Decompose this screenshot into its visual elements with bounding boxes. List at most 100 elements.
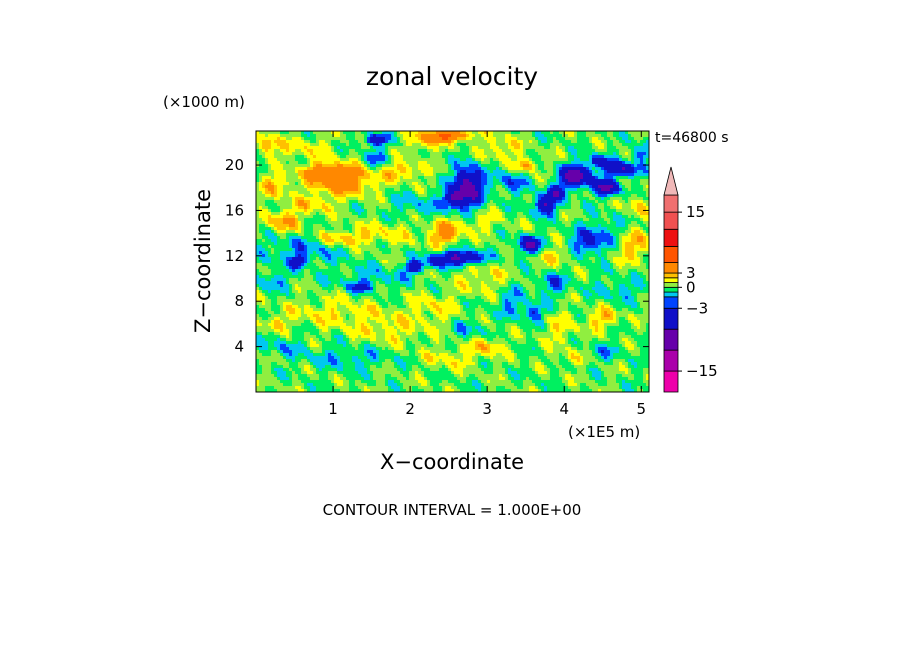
contour-cell <box>625 167 628 170</box>
contour-cell <box>454 221 457 224</box>
contour-cell <box>358 140 361 143</box>
contour-cell <box>268 194 271 197</box>
contour-cell <box>406 230 409 233</box>
contour-cell <box>634 233 637 236</box>
contour-cell <box>580 257 583 260</box>
contour-cell <box>277 143 280 146</box>
contour-cell <box>556 188 559 191</box>
contour-cell <box>472 197 475 200</box>
contour-cell <box>268 176 271 179</box>
contour-cell <box>469 167 472 170</box>
contour-cell <box>388 227 391 230</box>
contour-cell <box>499 152 502 155</box>
contour-cell <box>292 209 295 212</box>
contour-cell <box>316 248 319 251</box>
contour-cell <box>565 215 568 218</box>
contour-cell <box>541 263 544 266</box>
contour-cell <box>523 182 526 185</box>
contour-cell <box>376 176 379 179</box>
contour-cell <box>607 164 610 167</box>
contour-cell <box>367 194 370 197</box>
contour-cell <box>340 233 343 236</box>
contour-cell <box>463 200 466 203</box>
contour-cell <box>481 200 484 203</box>
contour-cell <box>499 146 502 149</box>
contour-cell <box>478 131 481 134</box>
contour-cell <box>619 134 622 137</box>
contour-cell <box>532 227 535 230</box>
contour-cell <box>541 239 544 242</box>
contour-cell <box>526 230 529 233</box>
contour-cell <box>478 260 481 263</box>
contour-cell <box>472 152 475 155</box>
contour-cell <box>454 194 457 197</box>
contour-cell <box>559 275 562 278</box>
contour-cell <box>568 260 571 263</box>
contour-cell <box>553 221 556 224</box>
contour-cell <box>493 239 496 242</box>
contour-cell <box>451 260 454 263</box>
contour-cell <box>523 161 526 164</box>
contour-cell <box>613 176 616 179</box>
contour-cell <box>463 197 466 200</box>
contour-cell <box>439 161 442 164</box>
contour-cell <box>301 152 304 155</box>
contour-cell <box>355 131 358 134</box>
contour-cell <box>484 230 487 233</box>
contour-cell <box>406 170 409 173</box>
contour-cell <box>634 197 637 200</box>
contour-cell <box>469 209 472 212</box>
contour-cell <box>292 179 295 182</box>
contour-cell <box>598 158 601 161</box>
contour-cell <box>301 260 304 263</box>
contour-cell <box>538 131 541 134</box>
contour-cell <box>415 146 418 149</box>
contour-cell <box>358 239 361 242</box>
contour-cell <box>505 167 508 170</box>
contour-cell <box>616 182 619 185</box>
contour-cell <box>610 167 613 170</box>
contour-cell <box>598 182 601 185</box>
contour-cell <box>463 179 466 182</box>
contour-cell <box>496 209 499 212</box>
contour-cell <box>448 203 451 206</box>
contour-cell <box>412 167 415 170</box>
contour-cell <box>436 215 439 218</box>
contour-cell <box>265 185 268 188</box>
contour-cell <box>568 182 571 185</box>
contour-cell <box>301 221 304 224</box>
contour-cell <box>448 182 451 185</box>
contour-cell <box>346 191 349 194</box>
contour-cell <box>622 146 625 149</box>
contour-cell <box>460 260 463 263</box>
contour-cell <box>427 263 430 266</box>
contour-cell <box>445 236 448 239</box>
contour-cell <box>298 188 301 191</box>
contour-cell <box>631 212 634 215</box>
contour-cell <box>610 203 613 206</box>
contour-cell <box>313 185 316 188</box>
contour-cell <box>526 269 529 272</box>
contour-cell <box>328 188 331 191</box>
contour-cell <box>604 215 607 218</box>
contour-cell <box>550 164 553 167</box>
contour-cell <box>592 248 595 251</box>
contour-cell <box>601 275 604 278</box>
contour-cell <box>586 233 589 236</box>
contour-cell <box>643 230 646 233</box>
contour-cell <box>373 224 376 227</box>
contour-cell <box>292 278 295 281</box>
contour-cell <box>397 161 400 164</box>
contour-cell <box>319 248 322 251</box>
contour-cell <box>265 146 268 149</box>
contour-cell <box>520 260 523 263</box>
plot-area <box>255 130 650 393</box>
contour-cell <box>466 203 469 206</box>
contour-cell <box>475 176 478 179</box>
contour-cell <box>355 188 358 191</box>
contour-cell <box>550 206 553 209</box>
contour-cell <box>490 221 493 224</box>
contour-cell <box>277 158 280 161</box>
contour-cell <box>451 221 454 224</box>
contour-cell <box>490 137 493 140</box>
